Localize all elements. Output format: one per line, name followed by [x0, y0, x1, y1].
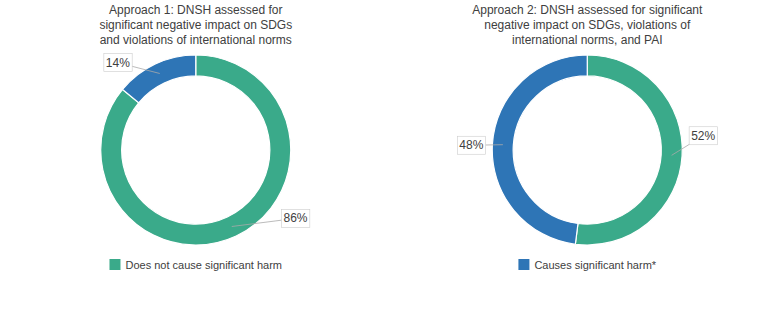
data-label: 52%: [691, 129, 715, 143]
legend-label: Causes significant harm*: [534, 259, 656, 271]
panel: Approach 1: DNSH assessed forsignificant…: [99, 3, 309, 271]
panel: Approach 2: DNSH assessed for significan…: [457, 3, 717, 271]
legend: Does not cause significant harm: [109, 259, 282, 271]
data-label: 86%: [283, 211, 307, 225]
chart-canvas: Approach 1: DNSH assessed forsignificant…: [0, 0, 783, 313]
label-box: [104, 54, 132, 72]
label-box: [457, 136, 485, 154]
donut: 52% 48%: [457, 55, 717, 245]
legend-item: Does not cause significant harm: [109, 259, 282, 271]
label-box: [281, 209, 309, 227]
donut-slice: [123, 55, 196, 103]
donut-slice: [101, 55, 291, 245]
donut-slice: [575, 55, 682, 245]
legend-swatch: [518, 259, 529, 270]
legend-label: Does not cause significant harm: [125, 259, 282, 271]
data-label: 48%: [459, 138, 483, 152]
donut-slice: [492, 55, 587, 244]
legend-item: Causes significant harm*: [518, 259, 656, 271]
legend: Causes significant harm*: [518, 259, 656, 271]
donut: 86% 14%: [101, 54, 310, 245]
data-label: 14%: [106, 56, 130, 70]
chart-title: Approach 1: DNSH assessed forsignificant…: [99, 3, 292, 47]
label-box: [689, 127, 717, 145]
legend-swatch: [109, 259, 120, 270]
chart-title: Approach 2: DNSH assessed for significan…: [472, 3, 703, 47]
